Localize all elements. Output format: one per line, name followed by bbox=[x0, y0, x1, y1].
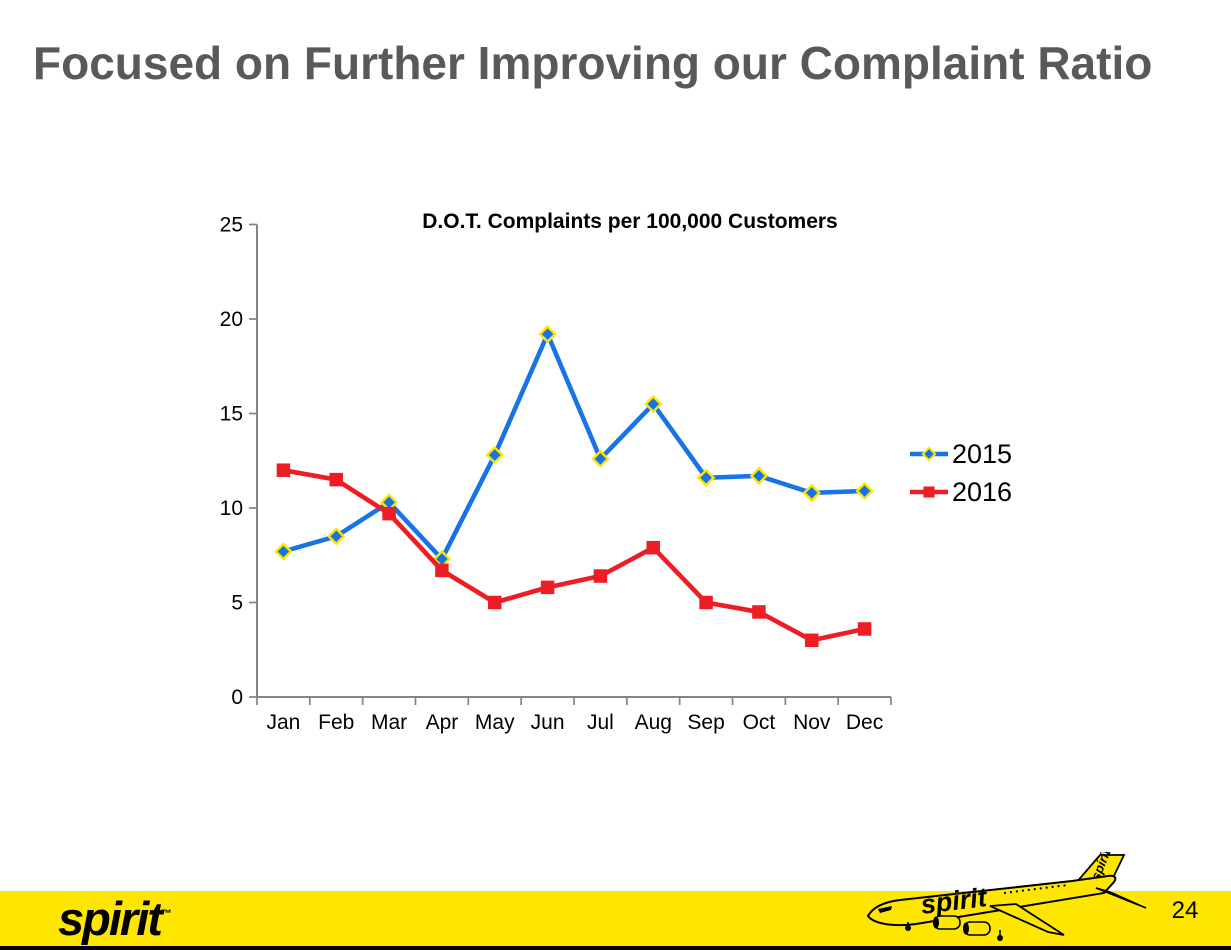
x-tick-label: Dec bbox=[846, 711, 883, 734]
marker-diamond-2015 bbox=[485, 445, 504, 465]
legend-label-2016: 2016 bbox=[952, 477, 1013, 507]
chart-legend: 2015 2016 bbox=[908, 440, 1012, 506]
series-2015 bbox=[274, 324, 874, 569]
marker-square-2016 bbox=[699, 595, 713, 610]
marker-square-2016 bbox=[488, 595, 502, 610]
marker-diamond-2015 bbox=[696, 468, 716, 487]
marker-diamond-2015 bbox=[327, 527, 346, 546]
marker-square-2016 bbox=[593, 569, 608, 583]
marker-square-2016 bbox=[382, 506, 396, 521]
legend-label-2015: 2015 bbox=[952, 439, 1013, 469]
y-tick-label: 0 bbox=[231, 686, 243, 709]
marker-square-2016 bbox=[329, 472, 343, 487]
x-tick-label: Nov bbox=[793, 711, 831, 734]
x-tick-label: Mar bbox=[371, 711, 407, 734]
marker-square-2016 bbox=[435, 563, 449, 578]
x-tick-label: Jun bbox=[531, 711, 565, 734]
x-tick-label: Apr bbox=[426, 711, 459, 734]
marker-square-2016 bbox=[752, 605, 766, 619]
x-tick-label: Oct bbox=[743, 711, 776, 734]
y-tick-label: 25 bbox=[220, 214, 243, 237]
marker-diamond-2015 bbox=[855, 481, 874, 501]
y-tick-label: 10 bbox=[220, 497, 243, 520]
marker-square-2016 bbox=[276, 463, 291, 477]
x-tick-label: May bbox=[475, 711, 515, 734]
page-number: 24 bbox=[1171, 897, 1199, 924]
legend-marker-2015-icon bbox=[910, 446, 948, 462]
chart-title: D.O.T. Complaints per 100,000 Customers bbox=[422, 210, 838, 233]
marker-diamond-2015 bbox=[749, 466, 769, 486]
marker-square-2016 bbox=[923, 486, 935, 498]
series-line-2015 bbox=[281, 331, 867, 562]
series-2016 bbox=[276, 463, 872, 648]
marker-diamond-2015 bbox=[644, 394, 663, 414]
y-tick-label: 20 bbox=[220, 308, 243, 331]
x-tick-label: Jul bbox=[587, 711, 614, 734]
x-tick-label: Aug bbox=[635, 711, 672, 734]
y-tick-label: 15 bbox=[220, 403, 243, 426]
complaints-line-chart: 0 5 10 15 20 25 Jan Feb Mar Apr May Jun Jul Aug Sep Oct… bbox=[220, 214, 892, 734]
x-tick-label: Feb bbox=[318, 711, 354, 734]
marker-diamond-2015 bbox=[802, 483, 821, 503]
legend-marker-2016-icon bbox=[910, 486, 948, 498]
y-tick-label: 5 bbox=[231, 592, 243, 615]
marker-diamond-2015 bbox=[274, 542, 293, 561]
footer-black-strip bbox=[0, 946, 1231, 950]
trademark-mark: ™ bbox=[160, 908, 172, 920]
legend-item-2016: 2016 bbox=[908, 478, 1012, 506]
marker-square-2016 bbox=[646, 540, 660, 555]
marker-square-2016 bbox=[540, 580, 555, 595]
slide-title: Focused on Further Improving our Complai… bbox=[33, 37, 1153, 89]
spirit-airplane-art-icon: spirit spirit bbox=[866, 852, 1147, 941]
marker-diamond-2015 bbox=[921, 446, 937, 462]
x-tick-label: Sep bbox=[687, 711, 724, 734]
marker-diamond-2015 bbox=[591, 449, 610, 469]
series-line-2016 bbox=[281, 467, 867, 643]
marker-diamond-2015 bbox=[538, 324, 557, 344]
x-tick-label: Jan bbox=[266, 711, 300, 734]
legend-item-2015: 2015 bbox=[908, 440, 1012, 468]
spirit-logo: spirit™ bbox=[58, 892, 172, 945]
marker-square-2016 bbox=[857, 622, 872, 636]
marker-square-2016 bbox=[805, 633, 819, 648]
